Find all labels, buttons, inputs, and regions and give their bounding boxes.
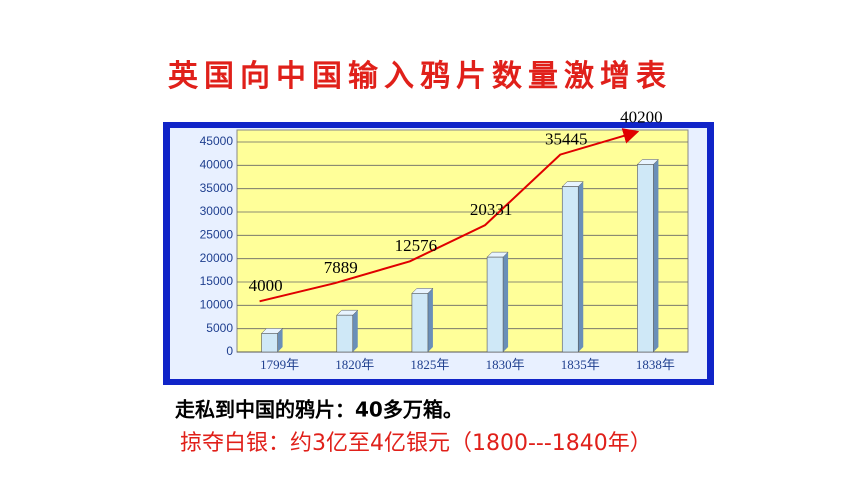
data-label: 7889 <box>324 258 358 277</box>
bar <box>411 293 429 353</box>
bar <box>261 333 278 353</box>
data-label: 12576 <box>395 236 438 255</box>
y-tick-label: 35000 <box>200 181 234 195</box>
data-label: 40200 <box>620 107 663 126</box>
x-tick-label: 1820年 <box>335 357 374 372</box>
note: 走私到中国的鸦片：40多万箱。 <box>175 398 463 422</box>
bar-side <box>503 252 509 352</box>
x-tick-label: 1835年 <box>561 357 600 372</box>
x-tick-label: 1825年 <box>410 357 449 372</box>
y-tick-label: 40000 <box>200 158 234 172</box>
trend-line <box>259 128 640 303</box>
bar <box>486 256 504 353</box>
bar-side <box>427 288 433 352</box>
plot-area <box>236 129 689 353</box>
bar <box>637 164 654 353</box>
y-tick-label: 15000 <box>200 274 234 288</box>
y-tick-label: 0 <box>226 344 233 358</box>
data-label: 4000 <box>249 276 283 295</box>
y-tick-label: 25000 <box>200 228 234 242</box>
y-tick-label: 5000 <box>206 321 233 335</box>
y-tick-label: 20000 <box>200 251 234 265</box>
bar <box>336 314 354 353</box>
bar <box>561 186 579 353</box>
bar-side <box>352 310 358 352</box>
bar-side <box>578 181 584 352</box>
bar-side <box>277 328 283 352</box>
x-tick-label: 1799年 <box>260 357 299 372</box>
bar-side <box>653 159 659 352</box>
chart-title: 英国向中国输入鸦片数量激增表 <box>168 59 672 94</box>
y-tick-label: 30000 <box>200 204 234 218</box>
note: 掠夺白银：约3亿至4亿银元（1800---1840年） <box>180 431 652 456</box>
x-tick-label: 1838年 <box>636 357 675 372</box>
y-tick-label: 45000 <box>200 134 234 148</box>
y-tick-label: 10000 <box>200 298 234 312</box>
x-tick-label: 1830年 <box>486 357 525 372</box>
data-label: 20331 <box>470 200 513 219</box>
data-label: 35445 <box>545 129 588 148</box>
